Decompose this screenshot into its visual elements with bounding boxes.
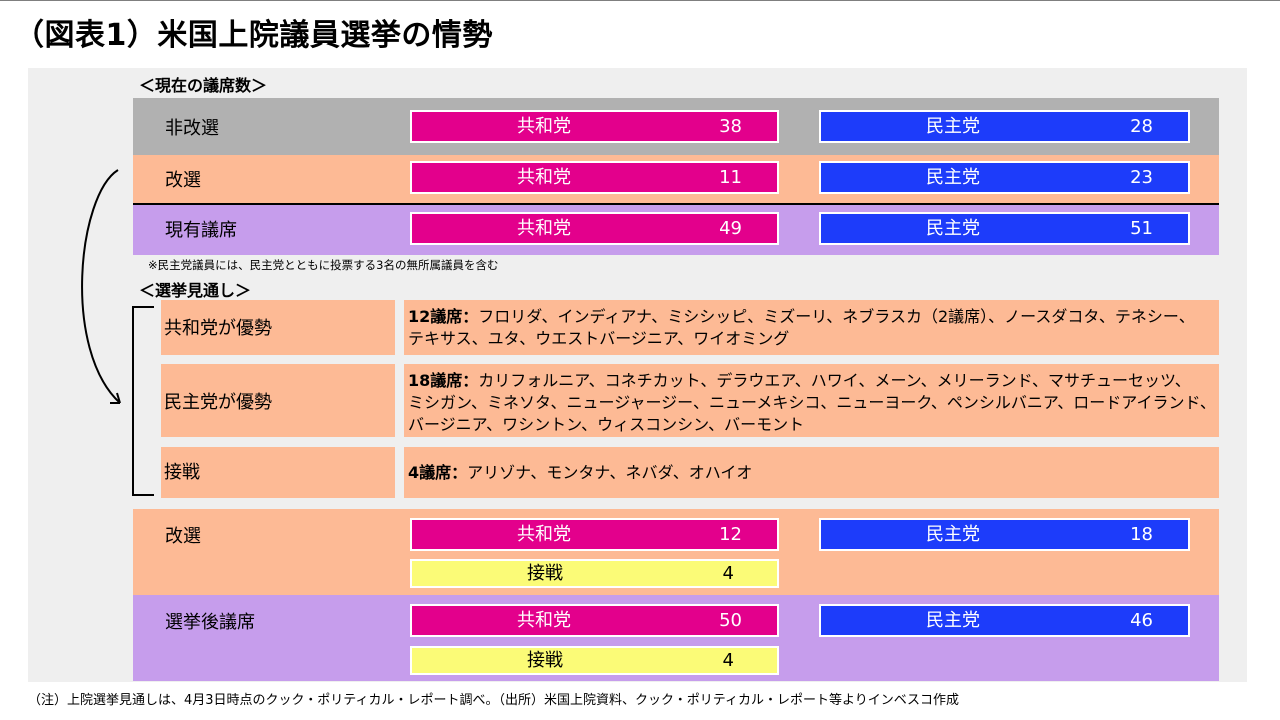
state-line: 12議席：フロリダ、インディアナ、ミシシッピ、ミズーリ、ネブラスカ（2議席）、ノ… xyxy=(408,307,1195,326)
tossup-name: 接戦 xyxy=(527,650,563,671)
republican-seats-box: 共和党 12 xyxy=(410,518,779,551)
party-name: 民主党 xyxy=(926,610,980,631)
row-label: 非改選 xyxy=(165,118,219,139)
forecast-label-tossup: 接戦 xyxy=(161,447,395,498)
state-line: ミシガン、ミネソタ、ニュージャージー、ニューメキシコ、ニューヨーク、ペンシルバニ… xyxy=(408,393,1216,412)
democrat-seats-box: 民主党 46 xyxy=(819,604,1190,637)
seat-count: 4 xyxy=(722,650,734,671)
forecast-heading: ＜選挙見通し＞ xyxy=(139,281,252,300)
republican-seats-box: 共和党 49 xyxy=(410,212,779,245)
democrat-seats-box: 民主党 23 xyxy=(819,161,1190,194)
forecast-detail-dem: 18議席：カリフォルニア、コネチカット、デラウエア、ハワイ、メーン、メリーランド… xyxy=(404,364,1219,437)
republican-seats-box: 共和党 38 xyxy=(410,110,779,143)
seat-count: 38 xyxy=(719,116,742,137)
source-footnote: （注）上院選挙見通しは、4月3日時点のクック・ポリティカル・レポート調べ。（出所… xyxy=(28,693,959,708)
state-list: 12議席：フロリダ、インディアナ、ミシシッピ、ミズーリ、ネブラスカ（2議席）、ノ… xyxy=(408,306,1195,350)
flow-arrow-icon xyxy=(81,169,121,404)
seat-count: 51 xyxy=(1130,218,1153,239)
forecast-label-dem: 民主党が優勢 xyxy=(161,364,395,437)
top-rule xyxy=(0,0,1280,1)
row-label: 改選 xyxy=(165,526,201,547)
forecast-label: 接戦 xyxy=(164,462,200,483)
state-line: 18議席：カリフォルニア、コネチカット、デラウエア、ハワイ、メーン、メリーランド… xyxy=(408,371,1191,390)
forecast-bracket xyxy=(132,306,154,496)
party-name: 共和党 xyxy=(517,524,571,545)
seat-count: 18 xyxy=(1130,524,1153,545)
party-name: 民主党 xyxy=(926,116,980,137)
seat-count: 49 xyxy=(719,218,742,239)
tossup-seats-box: 接戦 4 xyxy=(410,646,779,675)
state-line: 4議席：アリゾナ、モンタナ、ネバダ、オハイオ xyxy=(408,463,753,482)
party-name: 共和党 xyxy=(517,167,571,188)
seat-count: 12 xyxy=(719,524,742,545)
page-title: （図表1）米国上院議員選挙の情勢 xyxy=(14,18,493,53)
tossup-seats-box: 接戦 4 xyxy=(410,559,779,588)
republican-seats-box: 共和党 50 xyxy=(410,604,779,637)
state-list: 18議席：カリフォルニア、コネチカット、デラウエア、ハワイ、メーン、メリーランド… xyxy=(408,370,1216,436)
party-name: 民主党 xyxy=(926,524,980,545)
state-list: 4議席：アリゾナ、モンタナ、ネバダ、オハイオ xyxy=(408,462,752,484)
seat-count: 11 xyxy=(719,167,742,188)
seat-count-label: 4議席： xyxy=(408,463,468,482)
party-name: 共和党 xyxy=(517,116,571,137)
row-label: 選挙後議席 xyxy=(165,612,255,633)
democrat-seats-box: 民主党 18 xyxy=(819,518,1190,551)
democrat-seats-box: 民主党 51 xyxy=(819,212,1190,245)
party-name: 民主党 xyxy=(926,218,980,239)
independents-note: ※民主党議員には、民主党とともに投票する3名の無所属議員を含む xyxy=(148,258,499,272)
seat-count: 23 xyxy=(1130,167,1153,188)
current-seats-heading: ＜現在の議席数＞ xyxy=(139,76,268,95)
party-name: 共和党 xyxy=(517,610,571,631)
seat-count-label: 12議席： xyxy=(408,307,479,326)
seat-count: 4 xyxy=(722,563,734,584)
seat-count: 28 xyxy=(1130,116,1153,137)
seat-count: 46 xyxy=(1130,610,1153,631)
row-label: 改選 xyxy=(165,170,201,191)
seat-count-label: 18議席： xyxy=(408,371,479,390)
forecast-label: 共和党が優勢 xyxy=(164,318,272,339)
row-label: 現有議席 xyxy=(165,220,237,241)
forecast-detail-rep: 12議席：フロリダ、インディアナ、ミシシッピ、ミズーリ、ネブラスカ（2議席）、ノ… xyxy=(404,300,1219,355)
forecast-label-rep: 共和党が優勢 xyxy=(161,300,395,355)
divider-line xyxy=(133,203,1219,205)
seat-count: 50 xyxy=(719,610,742,631)
state-line: テキサス、ユタ、ウエストバージニア、ワイオミング xyxy=(408,329,790,348)
republican-seats-box: 共和党 11 xyxy=(410,161,779,194)
forecast-detail-tossup: 4議席：アリゾナ、モンタナ、ネバダ、オハイオ xyxy=(404,447,1219,498)
forecast-label: 民主党が優勢 xyxy=(164,392,272,413)
state-line: バージニア、ワシントン、ウィスコンシン、バーモント xyxy=(408,415,805,434)
party-name: 共和党 xyxy=(517,218,571,239)
party-name: 民主党 xyxy=(926,167,980,188)
democrat-seats-box: 民主党 28 xyxy=(819,110,1190,143)
tossup-name: 接戦 xyxy=(527,563,563,584)
